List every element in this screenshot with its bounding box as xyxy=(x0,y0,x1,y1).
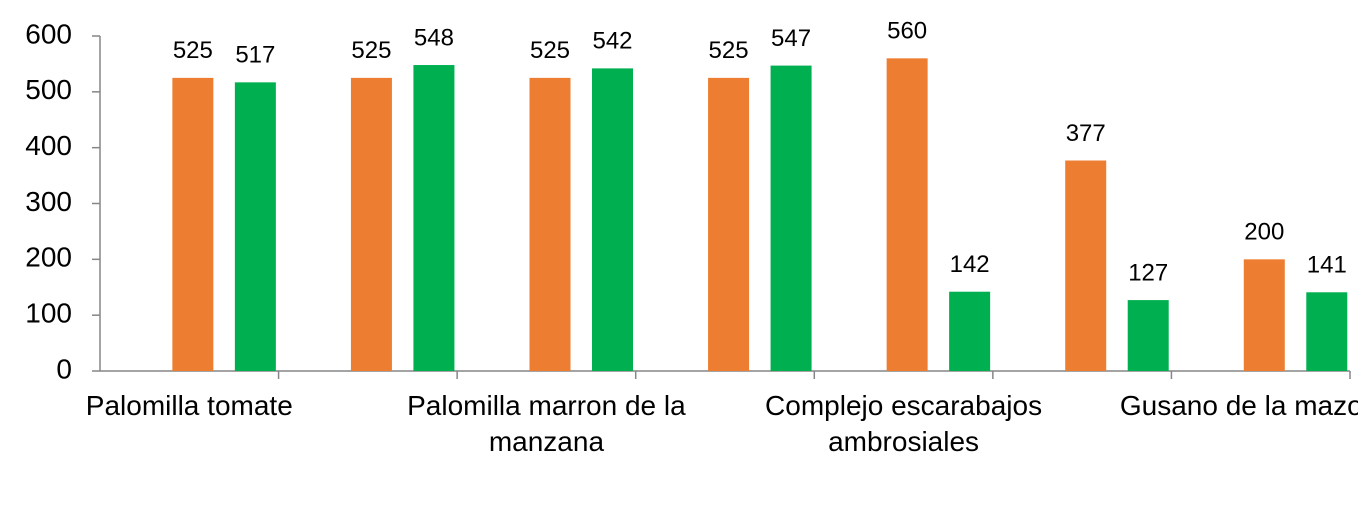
value-label: 142 xyxy=(950,251,990,278)
bar xyxy=(413,65,455,372)
value-label: 377 xyxy=(1066,120,1106,147)
value-label: 525 xyxy=(709,37,749,64)
y-tick-label: 400 xyxy=(25,130,72,161)
bar xyxy=(1243,259,1285,371)
bar xyxy=(592,68,633,371)
x-tick-label: Gusano de la mazorca xyxy=(1119,390,1358,421)
x-tick-label: Palomilla marron de la manzana xyxy=(407,390,686,457)
value-label: 560 xyxy=(887,18,927,45)
y-tick-label: 0 xyxy=(56,353,72,384)
y-tick-label: 500 xyxy=(25,74,72,105)
bar xyxy=(949,291,991,371)
value-label: 200 xyxy=(1244,219,1284,246)
bar xyxy=(1127,300,1169,371)
value-label: 547 xyxy=(771,25,811,52)
bar xyxy=(1306,292,1348,371)
x-tick-label: Complejo escarabajos ambrosiales xyxy=(765,390,1043,457)
value-label: 525 xyxy=(530,37,570,64)
y-tick-label: 100 xyxy=(25,298,72,329)
bar xyxy=(770,65,812,371)
y-tick-label: 600 xyxy=(25,18,72,49)
value-label: 127 xyxy=(1128,259,1168,286)
y-tick-label: 300 xyxy=(25,186,72,217)
bar xyxy=(234,82,276,371)
bar xyxy=(708,77,750,371)
value-label: 141 xyxy=(1307,252,1347,279)
value-label: 542 xyxy=(592,28,632,55)
value-label: 517 xyxy=(235,42,275,69)
bar xyxy=(1065,160,1107,371)
x-tick-label: Palomilla tomate xyxy=(85,390,293,421)
bar xyxy=(529,77,571,371)
value-label: 548 xyxy=(414,24,454,51)
bar xyxy=(172,77,214,371)
bar xyxy=(350,77,392,371)
y-tick-label: 200 xyxy=(25,242,72,273)
value-label: 525 xyxy=(351,37,391,64)
bar xyxy=(886,58,928,371)
value-label: 525 xyxy=(173,37,213,64)
